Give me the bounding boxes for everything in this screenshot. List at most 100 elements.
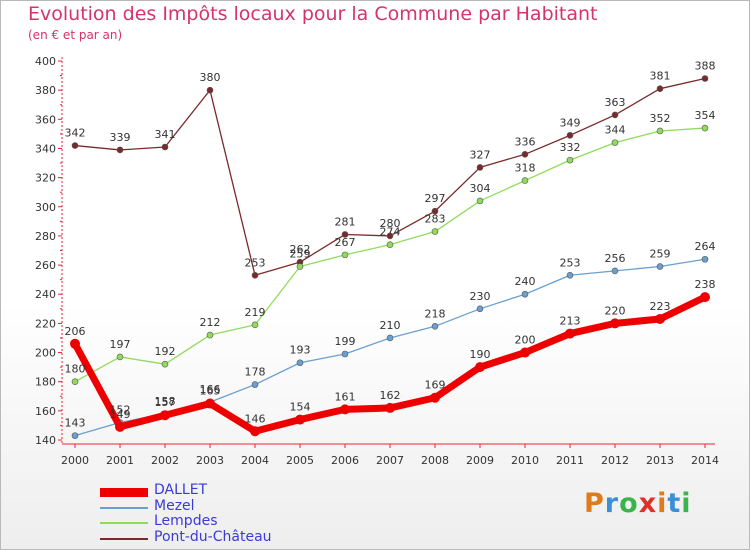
data-point	[430, 392, 440, 403]
data-point	[341, 231, 349, 238]
data-point	[656, 263, 664, 270]
data-point	[116, 353, 124, 361]
data-point	[611, 111, 619, 119]
data-point	[386, 232, 394, 240]
data-label: 178	[245, 366, 266, 379]
y-tick-label: 160	[35, 405, 56, 418]
y-tick-label: 240	[35, 288, 56, 301]
x-tick-label: 2010	[511, 454, 539, 467]
data-point	[656, 85, 664, 92]
legend-item-dallet: DALLET	[100, 482, 300, 500]
data-point	[71, 432, 79, 439]
x-tick-label: 2006	[331, 454, 359, 467]
data-point	[250, 426, 260, 437]
data-label: 380	[200, 71, 221, 84]
data-point	[476, 164, 484, 171]
y-tick-label: 280	[35, 230, 56, 243]
data-label: 158	[155, 395, 176, 408]
chart-subtitle: (en € et par an)	[28, 28, 123, 42]
data-point	[566, 271, 574, 279]
data-label: 363	[605, 96, 626, 109]
data-label: 212	[200, 316, 221, 329]
logo-letter: o	[619, 488, 639, 519]
data-point	[431, 207, 439, 215]
data-label: 143	[65, 417, 86, 430]
data-label: 262	[290, 243, 311, 256]
x-tick-label: 2008	[421, 454, 449, 467]
legend-swatch-dallet	[100, 488, 148, 497]
x-tick-label: 2003	[196, 454, 224, 467]
data-point	[701, 255, 709, 263]
x-tick-label: 2009	[466, 454, 494, 467]
data-label: 274	[380, 226, 401, 239]
data-point	[476, 305, 484, 313]
legend-label-dallet: DALLET	[154, 482, 208, 498]
legend-label-pont-du-chateau: Pont-du-Château	[154, 529, 272, 545]
data-label: 165	[200, 385, 221, 398]
data-label: 336	[515, 135, 536, 148]
data-point	[295, 414, 305, 425]
data-point	[385, 402, 395, 413]
y-tick-label: 260	[35, 259, 56, 272]
data-label: 281	[335, 215, 356, 228]
y-tick-label: 180	[35, 376, 56, 389]
y-tick-label: 380	[35, 84, 56, 97]
x-tick-label: 2012	[601, 454, 629, 467]
data-label: 240	[515, 275, 536, 288]
legend-label-lempdes: Lempdes	[154, 513, 218, 529]
data-label: 253	[560, 256, 581, 269]
data-point	[700, 292, 710, 303]
data-point	[521, 177, 529, 184]
legend-swatch-lempdes	[100, 522, 148, 524]
chart-series	[70, 75, 710, 439]
data-point	[610, 318, 620, 329]
data-label: 219	[245, 306, 266, 319]
logo-letter: P	[584, 488, 605, 519]
data-point	[611, 267, 619, 275]
y-tick-label: 320	[35, 172, 56, 185]
data-point	[205, 398, 215, 409]
data-point	[476, 197, 484, 205]
data-label: 352	[650, 112, 671, 125]
data-point	[386, 334, 394, 342]
data-point	[161, 360, 169, 368]
data-point	[701, 75, 709, 82]
data-point	[71, 378, 79, 385]
data-point	[565, 328, 575, 339]
data-label: 264	[695, 240, 716, 253]
legend-item-mezel: Mezel	[100, 498, 300, 516]
x-tick-label: 2002	[151, 454, 179, 467]
data-point	[341, 350, 349, 358]
x-tick-label: 2001	[106, 454, 134, 467]
data-point	[566, 132, 574, 139]
logo-letter: i	[681, 488, 692, 519]
data-point	[701, 124, 709, 132]
data-label: 381	[650, 70, 671, 83]
data-label: 318	[515, 162, 536, 175]
y-tick-label: 400	[35, 55, 56, 68]
x-tick-label: 2014	[691, 454, 719, 467]
data-label: 154	[290, 401, 311, 414]
legend-label-mezel: Mezel	[154, 498, 195, 514]
chart-axes: 140 160 180 200 220 240 260 280 300 320 340 360 380 4…	[35, 55, 719, 467]
data-point	[521, 290, 529, 298]
data-label: 213	[560, 315, 581, 328]
chart-title: Evolution des Impôts locaux pour la Comm…	[28, 3, 598, 25]
data-label: 206	[65, 325, 86, 338]
legend-item-lempdes: Lempdes	[100, 513, 300, 531]
data-point	[70, 338, 80, 349]
data-point	[475, 362, 485, 373]
data-label: 341	[155, 128, 176, 141]
chart-value-labels: 206 149 157 165 146 154 161 162 169 190 200 213 220 2…	[65, 59, 716, 429]
data-point	[116, 146, 124, 154]
data-label: 304	[470, 182, 491, 195]
data-point	[566, 156, 574, 164]
data-label: 197	[110, 338, 131, 351]
data-point	[160, 410, 170, 421]
data-label: 238	[695, 278, 716, 291]
data-label: 280	[380, 217, 401, 230]
data-label: 283	[425, 213, 446, 226]
data-label: 267	[335, 236, 356, 249]
